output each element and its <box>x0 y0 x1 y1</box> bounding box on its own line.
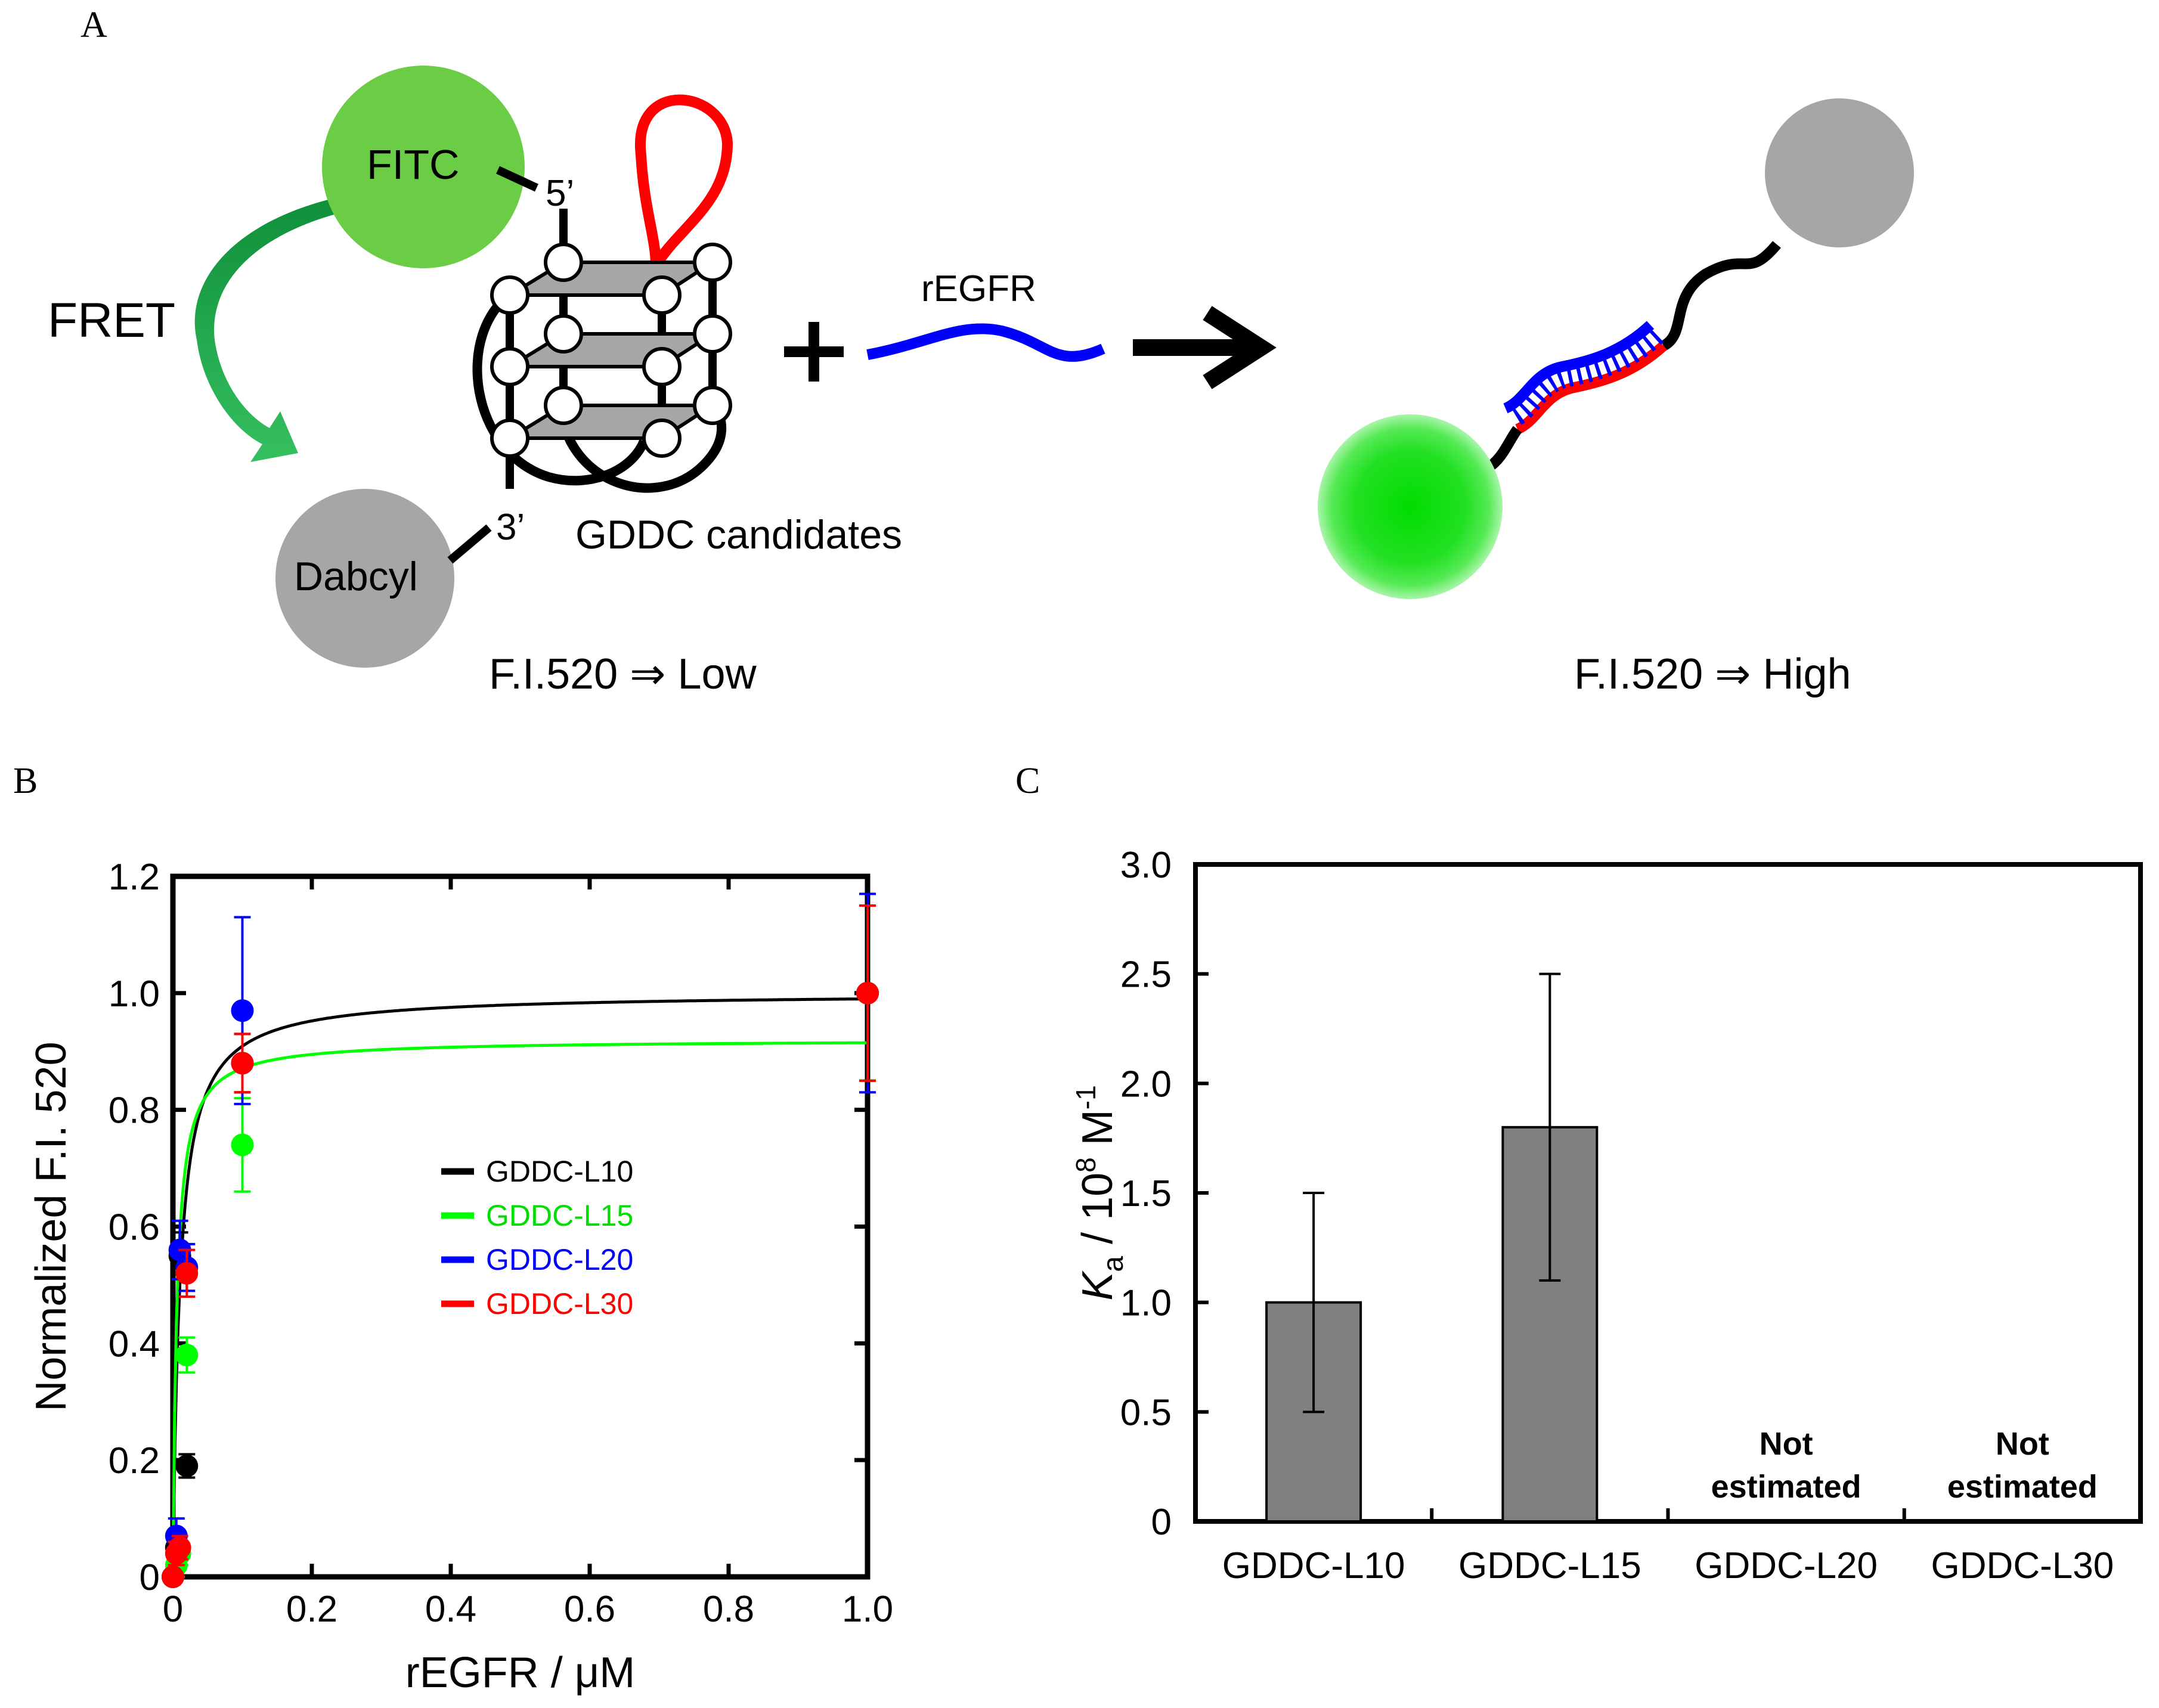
scatter-plot: 0 0.2 0.4 0.6 0.8 1.0 1.2 0 0.2 0.4 0.6 0.8 1.0 rEGFR… <box>27 857 893 1697</box>
data-point-GDDC-L30 <box>231 1052 254 1075</box>
legend-label: GDDC-L20 <box>486 1243 633 1276</box>
loop-sequence <box>634 94 733 268</box>
y-axis-title-part: M <box>1074 1109 1122 1157</box>
y-axis-title-part: -1 <box>1070 1085 1101 1109</box>
y-axis-title: Ka / 108 M-1 <box>1070 1085 1129 1300</box>
x-tick-label: 0.2 <box>286 1589 337 1630</box>
y-tick-label: 0.2 <box>109 1440 160 1481</box>
fitc-fluorophore <box>322 66 525 268</box>
y-tick-label: 0.4 <box>109 1323 160 1365</box>
data-point-GDDC-L15 <box>175 1343 199 1366</box>
y-tick-label: 0.5 <box>1120 1392 1172 1433</box>
data-point-GDDC-L20 <box>231 999 254 1022</box>
plus-sign <box>784 322 844 382</box>
aptamer-loop-bound <box>1514 342 1668 435</box>
three-prime-label: 3’ <box>496 507 525 548</box>
x-tick-label: 1.0 <box>842 1589 893 1630</box>
data-point-GDDC-L30 <box>856 981 879 1005</box>
y-axis-title-part: K <box>1074 1270 1122 1301</box>
fret-label: FRET <box>48 293 175 348</box>
panel-c: C 0 0.5 1.0 1.5 2.0 2.5 3.0 GDDC-L10 GDDC-L15 GDD… <box>1015 761 2143 1586</box>
panel-b-letter: B <box>13 761 38 801</box>
x-tick-label: 0.8 <box>703 1589 754 1630</box>
y-tick-label: 0.6 <box>109 1207 160 1248</box>
y-tick-label: 0 <box>1151 1502 1172 1543</box>
x-tick-label: GDDC-L20 <box>1695 1545 1878 1586</box>
bound-complex <box>1318 98 1914 599</box>
reaction-arrow <box>1133 306 1277 389</box>
y-tick-label: 2.0 <box>1120 1064 1172 1105</box>
data-point-GDDC-L15 <box>231 1133 254 1157</box>
linker-strand <box>1661 241 1781 351</box>
loop-left <box>472 288 649 486</box>
bound-target <box>1503 321 1655 414</box>
gddc-candidates-label: GDDC candidates <box>575 512 902 557</box>
y-tick-label: 2.5 <box>1120 954 1172 996</box>
bar-chart: 0 0.5 1.0 1.5 2.0 2.5 3.0 GDDC-L10 GDDC-L15 GDDC-… <box>1070 845 2143 1586</box>
panel-a: A FRET FITC 5’ Dabcyl 3’ <box>48 5 1914 698</box>
data-point-GDDC-L30 <box>175 1261 199 1285</box>
panel-a-letter: A <box>80 5 107 45</box>
g-quartet-middle <box>503 332 719 368</box>
annotation-line2: estimated <box>1711 1469 1861 1505</box>
fi-low-label: F.I.520 ⇒ Low <box>489 650 757 698</box>
y-tick-label: 1.0 <box>1120 1283 1172 1324</box>
g-quadruplex <box>472 94 733 493</box>
fi-high-label: F.I.520 ⇒ High <box>1574 650 1851 698</box>
base-pairs <box>1506 326 1664 428</box>
loop-bottom <box>556 402 727 493</box>
g-quartet-top <box>503 261 719 297</box>
x-tick-label: GDDC-L10 <box>1222 1545 1405 1586</box>
y-tick-label: 0 <box>140 1557 160 1598</box>
five-prime-label: 5’ <box>546 173 574 214</box>
annotation-line1: Not <box>1760 1426 1813 1462</box>
fit-curve-GDDC-L15 <box>171 1041 868 1577</box>
y-tick-label: 1.5 <box>1120 1173 1172 1214</box>
panel-b: B 0 0.2 0.4 0.6 0.8 1.0 1.2 0 0.2 0.4 0.6 0.8 1.0 rEG… <box>13 761 893 1697</box>
released-dabcyl <box>1765 98 1914 247</box>
fitc-label: FITC <box>367 141 460 188</box>
x-tick-label: GDDC-L30 <box>1931 1545 2114 1586</box>
dabcyl-linker <box>447 524 492 564</box>
dabcyl-quencher <box>275 489 454 668</box>
annotation-line1: Not <box>1996 1426 2049 1462</box>
dabcyl-label: Dabcyl <box>294 554 418 599</box>
fit-curve-GDDC-L10 <box>171 997 868 1577</box>
fitc-fluorescing <box>1318 414 1503 599</box>
guanine-nodes <box>490 243 732 458</box>
x-tick-label: 0 <box>163 1589 183 1630</box>
y-tick-label: 1.2 <box>109 857 160 898</box>
regfr-target-strand <box>866 323 1105 362</box>
y-tick-label: 3.0 <box>1120 845 1172 886</box>
fret-arrow <box>194 200 334 462</box>
y-axis-title-part: 8 <box>1070 1157 1101 1173</box>
x-axis-title: rEGFR / μM <box>405 1649 635 1697</box>
x-tick-label: 0.4 <box>425 1589 476 1630</box>
y-axis-title-part: / 10 <box>1074 1173 1122 1256</box>
legend-label: GDDC-L15 <box>486 1199 633 1232</box>
y-axis-title: Normalized F.I. 520 <box>27 1041 75 1411</box>
y-tick-label: 0.8 <box>109 1090 160 1132</box>
x-tick-label: GDDC-L15 <box>1458 1545 1641 1586</box>
legend-label: GDDC-L30 <box>486 1287 633 1320</box>
legend-label: GDDC-L10 <box>486 1155 633 1188</box>
data-point-GDDC-L10 <box>175 1454 199 1477</box>
y-tick-label: 1.0 <box>109 974 160 1015</box>
data-point-GDDC-L30 <box>162 1566 184 1588</box>
aptamer-tail <box>1484 426 1522 473</box>
y-axis-title-part: a <box>1098 1256 1129 1272</box>
fitc-linker <box>496 166 538 192</box>
panel-c-letter: C <box>1015 761 1040 801</box>
x-tick-label: 0.6 <box>564 1589 615 1630</box>
regfr-label: rEGFR <box>921 268 1036 309</box>
annotation-line2: estimated <box>1947 1469 2098 1505</box>
g-quartet-bottom <box>503 404 719 440</box>
data-point-GDDC-L30 <box>168 1536 191 1560</box>
